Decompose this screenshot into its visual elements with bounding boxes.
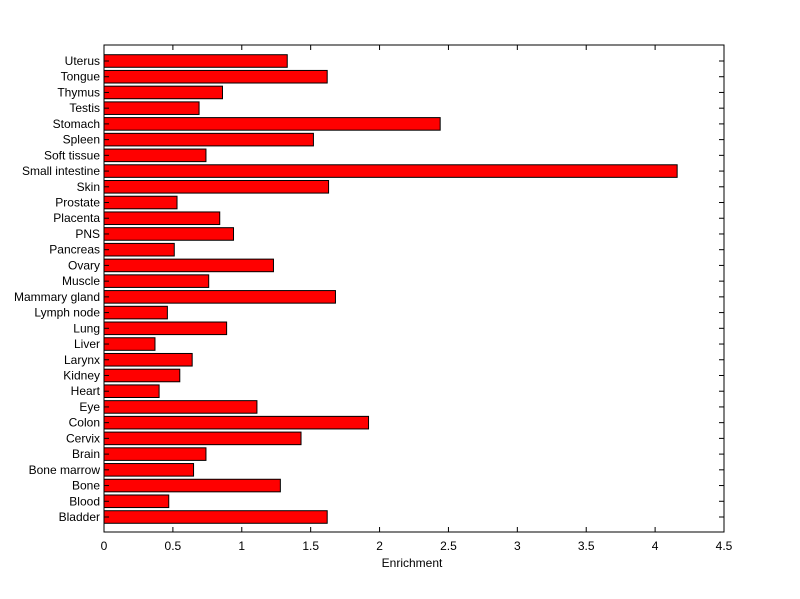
category-label: Bone [72,479,100,493]
category-label: Brain [72,447,100,461]
bar-pns [103,227,235,241]
bar-cervix [103,431,302,446]
bar-liver [103,337,156,351]
bar-skin [103,180,330,194]
bar-larynx [103,352,193,367]
bar-small-intestine [103,164,678,178]
bar-tongue [103,69,328,84]
x-tick-label: 4.5 [716,539,733,553]
bar-soft-tissue [103,148,207,163]
category-label: Lymph node [34,306,100,320]
bar-prostate [103,195,178,210]
category-label: Prostate [55,196,100,210]
bar-testis [103,101,200,115]
bar-colon [103,415,370,430]
x-tick-label: 3 [514,539,521,553]
category-label: Mammary gland [14,290,100,304]
bar-uterus [103,54,288,68]
x-tick-label: 0.5 [165,539,182,553]
x-tick-label: 4 [652,539,659,553]
category-label: Spleen [63,133,100,147]
category-label: Ovary [68,258,100,272]
category-label: Liver [74,337,100,351]
bar-thymus [103,85,223,100]
bar-heart [103,384,160,398]
category-label: Heart [71,384,101,398]
category-label: Thymus [57,85,100,99]
category-label: Bladder [59,510,100,524]
bar-bladder [103,510,328,524]
x-tick-label: 1.5 [302,539,319,553]
category-label: Stomach [53,117,100,131]
bar-kidney [103,368,181,383]
bar-blood [103,494,170,509]
x-axis-label: Enrichment [382,556,443,570]
x-tick-label: 3.5 [578,539,595,553]
category-label: Blood [69,494,100,508]
bar-mammary-gland [103,290,336,304]
bar-bone [103,478,281,493]
bar-muscle [103,274,210,288]
category-label: Cervix [66,431,100,445]
category-label: Lung [73,321,100,335]
x-tick-label: 1 [238,539,245,553]
bar-placenta [103,211,221,226]
category-label: Muscle [62,274,100,288]
category-label: Bone marrow [29,463,101,477]
category-label: Colon [69,416,100,430]
category-label: Soft tissue [44,148,100,162]
bar-lung [103,321,228,336]
category-label: Tongue [61,70,101,84]
plot-frame [103,44,725,533]
x-tick-label: 2.5 [440,539,457,553]
category-label: Skin [77,180,100,194]
bar-pancreas [103,242,175,257]
category-label: Kidney [63,368,100,382]
bar-lymph-node [103,305,168,320]
category-label: Testis [69,101,100,115]
bar-eye [103,400,258,414]
category-label: Eye [79,400,100,414]
x-tick-label: 0 [101,539,108,553]
category-label: PNS [75,227,100,241]
category-label: Small intestine [22,164,100,178]
bar-spleen [103,132,314,147]
x-tick-label: 2 [376,539,383,553]
category-label: Larynx [64,353,100,367]
bar-bone-marrow [103,463,195,477]
category-label: Uterus [65,54,100,68]
bar-ovary [103,258,274,273]
bar-stomach [103,117,441,131]
x-ticks: 0 0.5 1 1.5 2 2.5 3 3.5 4 4.5 [101,45,733,553]
category-label: Placenta [53,211,100,225]
category-label: Pancreas [49,243,100,257]
bar-brain [103,447,207,461]
